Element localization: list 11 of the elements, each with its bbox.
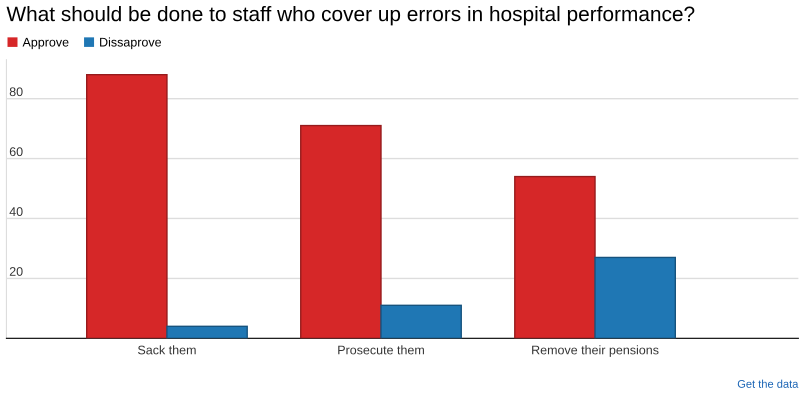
y-tick-label: 40 — [9, 207, 23, 216]
chart-title: What should be done to staff who cover up errors in hospital performance? — [6, 6, 694, 26]
text: Get the data — [738, 380, 798, 388]
y-tick-label: 80 — [10, 87, 23, 96]
y-tick-label: 20 — [10, 267, 23, 276]
x-tick-label: Sack them — [138, 345, 196, 354]
x-tick-label: Prosecute them — [338, 345, 424, 354]
x-tick-label: Remove their pensions — [532, 345, 659, 357]
legend-label: Approve — [22, 38, 68, 50]
y-tick-label: 60 — [10, 147, 23, 156]
legend-label: Dissaprove — [100, 37, 162, 50]
